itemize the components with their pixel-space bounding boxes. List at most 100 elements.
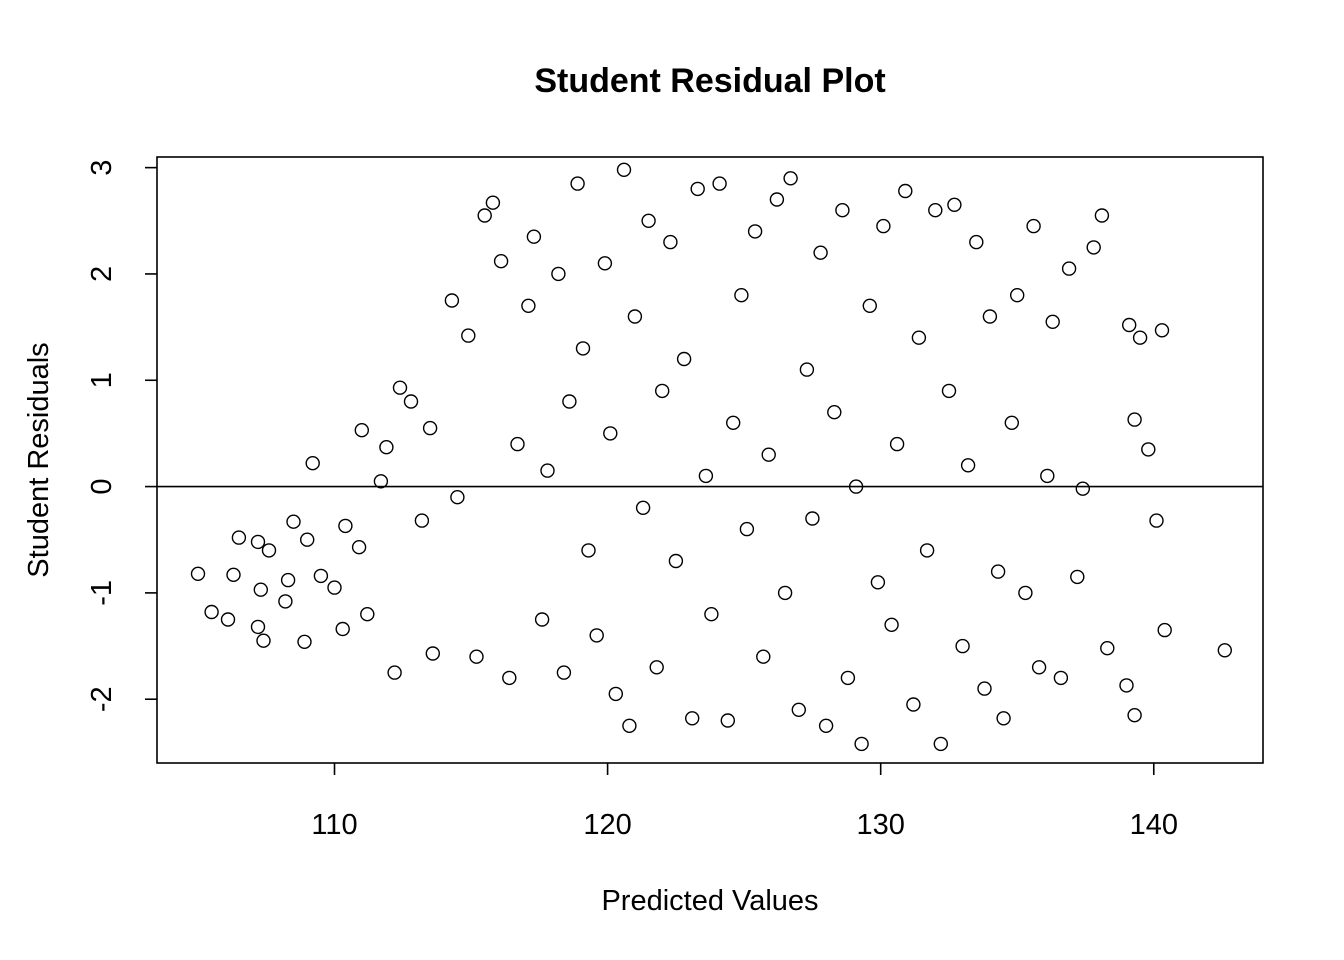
- data-point: [1127, 412, 1142, 427]
- data-point: [854, 736, 869, 752]
- data-point: [835, 202, 850, 218]
- y-tick-label: 1: [86, 372, 118, 388]
- data-point: [876, 218, 891, 234]
- data-point: [338, 518, 353, 534]
- data-point: [996, 711, 1011, 726]
- data-point: [919, 543, 935, 558]
- data-point: [226, 567, 241, 582]
- y-tick-label: -2: [86, 686, 118, 712]
- data-point: [761, 447, 776, 462]
- data-point: [848, 479, 864, 494]
- data-point: [540, 463, 555, 478]
- data-point: [1045, 314, 1060, 329]
- data-point: [425, 646, 440, 661]
- data-point: [1119, 678, 1134, 693]
- data-point: [1040, 468, 1055, 484]
- data-point: [204, 604, 219, 620]
- data-point: [1094, 208, 1110, 223]
- data-point: [502, 670, 517, 686]
- data-point: [526, 229, 542, 244]
- data-point: [403, 394, 419, 409]
- data-point: [977, 681, 992, 696]
- data-point: [493, 254, 509, 269]
- data-point: [1141, 442, 1156, 457]
- data-point: [1154, 323, 1170, 338]
- data-point: [1217, 643, 1233, 658]
- chart-title: Student Residual Plot: [534, 62, 885, 100]
- data-point: [570, 176, 585, 191]
- data-point: [510, 436, 525, 452]
- data-point: [941, 383, 957, 399]
- x-tick-label: 120: [583, 809, 631, 841]
- data-point: [373, 474, 389, 489]
- data-point: [649, 660, 664, 675]
- data-point: [862, 298, 877, 313]
- data-point: [414, 513, 430, 528]
- data-point: [982, 309, 998, 324]
- data-point: [220, 612, 236, 627]
- data-point: [799, 362, 815, 377]
- data-point: [783, 171, 798, 186]
- x-tick-label: 140: [1130, 809, 1178, 841]
- data-point: [676, 351, 692, 367]
- data-point: [1075, 481, 1091, 496]
- data-point: [608, 686, 623, 702]
- y-tick-label: 2: [86, 266, 118, 282]
- x-tick-label: 110: [311, 809, 357, 841]
- data-point: [261, 543, 277, 558]
- data-point: [1031, 660, 1047, 675]
- data-point: [889, 436, 905, 452]
- data-point: [1018, 585, 1033, 601]
- data-point: [1026, 218, 1041, 234]
- data-point: [603, 426, 618, 441]
- data-point: [747, 224, 763, 239]
- x-axis-label: Predicted Values: [601, 885, 818, 917]
- data-point: [190, 566, 206, 581]
- data-point: [712, 176, 727, 191]
- data-point: [360, 607, 375, 622]
- data-point: [616, 162, 632, 178]
- data-point: [734, 288, 749, 303]
- data-point: [1053, 670, 1069, 686]
- data-point: [305, 456, 320, 471]
- data-point: [906, 697, 921, 712]
- data-point: [739, 521, 755, 537]
- data-point: [947, 197, 962, 213]
- data-point: [1010, 288, 1025, 303]
- data-point: [327, 580, 342, 595]
- data-point: [827, 405, 842, 420]
- data-point: [354, 423, 369, 438]
- data-point: [818, 718, 834, 733]
- data-point: [313, 568, 329, 584]
- data-point: [250, 619, 266, 635]
- point-series: [190, 162, 1233, 752]
- data-point: [231, 530, 247, 545]
- data-point: [556, 665, 572, 680]
- data-point: [1127, 708, 1142, 723]
- data-point: [551, 266, 566, 282]
- data-point: [450, 490, 465, 505]
- plot-frame: [156, 156, 1264, 764]
- data-point: [663, 234, 678, 250]
- data-point: [622, 718, 637, 733]
- data-point: [698, 468, 714, 484]
- data-point: [627, 309, 643, 324]
- data-point: [704, 607, 719, 622]
- data-point: [278, 594, 293, 609]
- data-point: [1100, 641, 1115, 656]
- data-point: [1121, 317, 1137, 333]
- data-point: [250, 534, 266, 550]
- data-point: [253, 582, 268, 597]
- data-point: [805, 511, 820, 526]
- data-point: [300, 532, 315, 547]
- data-point: [756, 649, 771, 664]
- data-point: [1004, 415, 1019, 430]
- data-point: [635, 500, 651, 515]
- data-point: [1157, 622, 1172, 638]
- data-point: [280, 572, 296, 588]
- data-point: [392, 380, 408, 395]
- data-point: [335, 621, 350, 637]
- data-point: [444, 293, 460, 308]
- data-point: [286, 514, 301, 529]
- data-point: [1086, 240, 1101, 255]
